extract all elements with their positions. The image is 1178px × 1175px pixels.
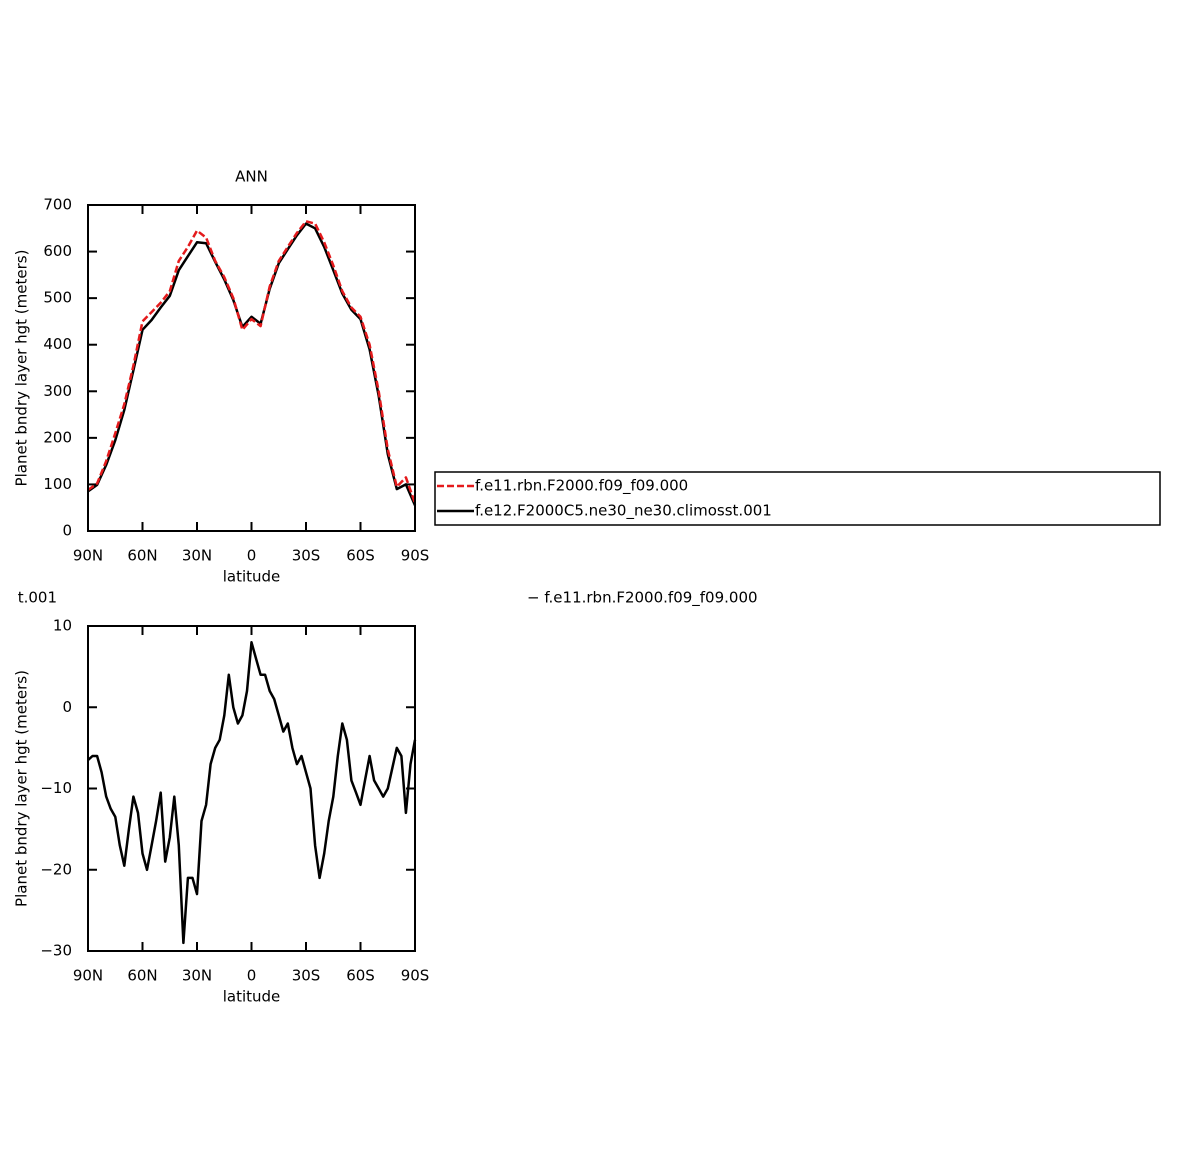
y-tick-label: −30 xyxy=(40,942,72,960)
y-tick-label: 200 xyxy=(43,428,72,446)
y-tick-label: −20 xyxy=(40,860,72,878)
y-tick-label: 500 xyxy=(43,289,72,307)
y-tick-label: 600 xyxy=(43,242,72,260)
y-tick-label: 100 xyxy=(43,475,72,493)
y-tick-label: 400 xyxy=(43,335,72,353)
annotation: − f.e11.rbn.F2000.f09_f09.000 xyxy=(527,589,758,608)
x-tick-label: 90S xyxy=(401,967,430,985)
x-axis-label: latitude xyxy=(223,988,281,1006)
chart-title: ANN xyxy=(235,168,268,186)
x-tick-label: 30S xyxy=(292,547,321,565)
x-tick-label: 60N xyxy=(127,547,157,565)
x-tick-label: 60S xyxy=(346,967,375,985)
x-tick-label: 90N xyxy=(73,547,103,565)
x-tick-label: 0 xyxy=(247,967,257,985)
plot-frame xyxy=(87,625,416,952)
annotation: t.001 xyxy=(18,589,57,607)
y-tick-label: 10 xyxy=(53,617,72,635)
x-axis-label: latitude xyxy=(223,568,281,586)
x-tick-label: 90N xyxy=(73,967,103,985)
x-tick-label: 30N xyxy=(182,547,212,565)
y-axis-label: Planet bndry layer hgt (meters) xyxy=(13,670,31,907)
x-tick-label: 30N xyxy=(182,967,212,985)
legend-label: f.e11.rbn.F2000.f09_f09.000 xyxy=(475,477,688,496)
x-tick-label: 60N xyxy=(127,967,157,985)
x-tick-label: 0 xyxy=(247,547,257,565)
y-axis-label: Planet bndry layer hgt (meters) xyxy=(13,250,31,487)
data-line xyxy=(87,641,417,945)
y-tick-label: 0 xyxy=(62,522,72,540)
y-tick-label: 0 xyxy=(62,698,72,716)
x-tick-label: 90S xyxy=(401,547,430,565)
legend-label: f.e12.F2000C5.ne30_ne30.climosst.001 xyxy=(475,502,772,521)
x-tick-label: 60S xyxy=(346,547,375,565)
x-tick-label: 30S xyxy=(292,967,321,985)
legend-box xyxy=(434,471,1161,526)
y-tick-label: 700 xyxy=(43,196,72,214)
plot-frame xyxy=(87,204,416,532)
y-tick-label: −10 xyxy=(40,779,72,797)
data-line xyxy=(87,222,417,506)
y-tick-label: 300 xyxy=(43,382,72,400)
data-line xyxy=(87,220,417,504)
